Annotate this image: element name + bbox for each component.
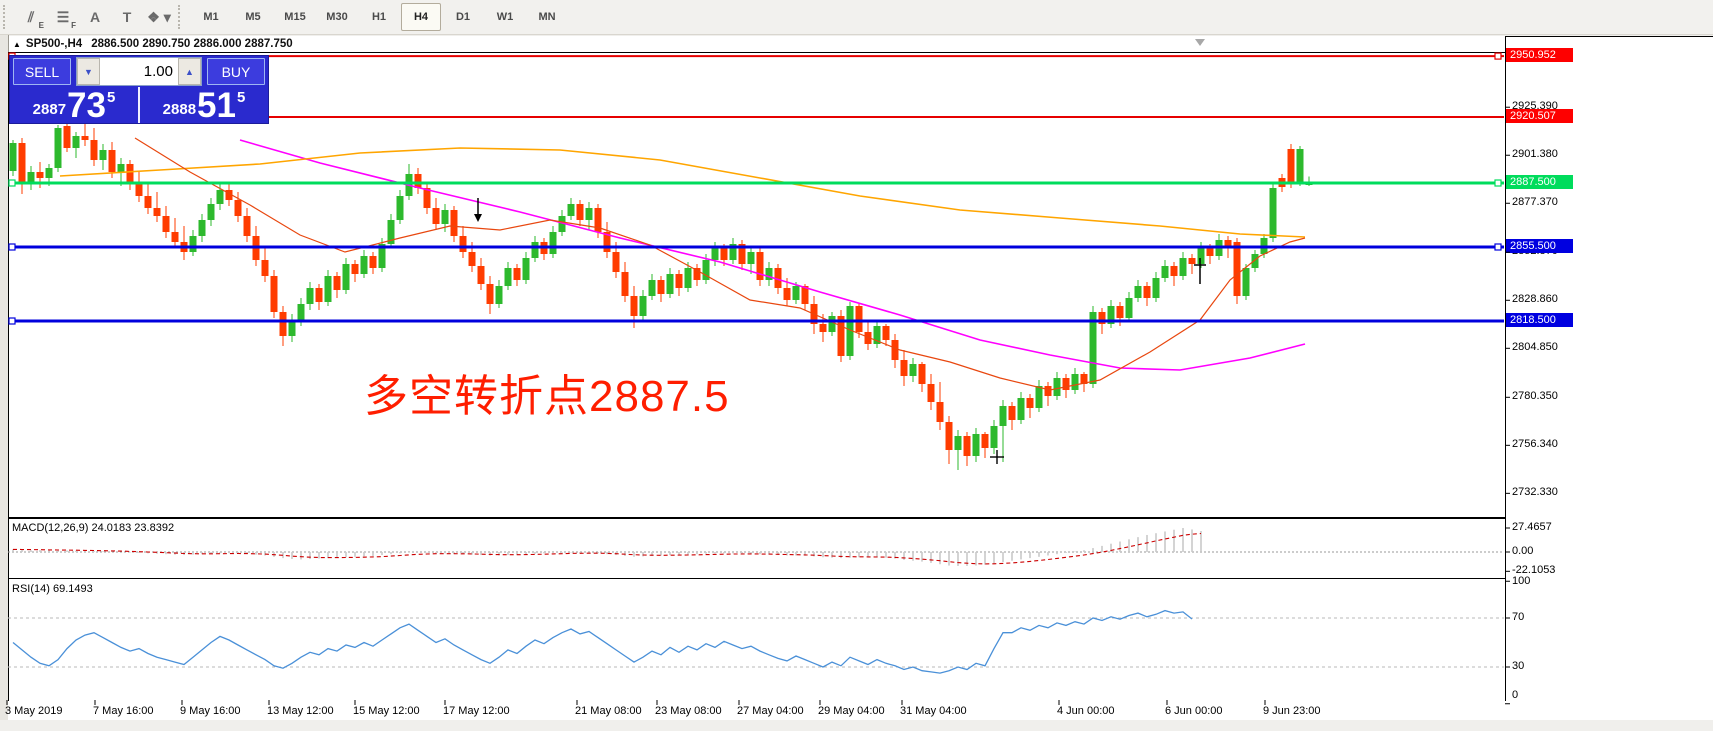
volume-decrease-button[interactable]: ▼ (77, 58, 100, 85)
volume-increase-button[interactable]: ▲ (178, 58, 201, 85)
timeframe-button-M15[interactable]: M15 (284, 11, 306, 23)
rsi-scale-tick: 100 (1512, 575, 1531, 587)
rsi-scale-tick: 70 (1512, 611, 1525, 623)
chart-symbol-title: SP500-,H4 (25, 38, 83, 50)
rsi-pane-label: RSI(14) 69.1493 (12, 583, 93, 595)
price-level-badge: 2855.500 (1506, 239, 1573, 253)
timeframe-button-M1[interactable]: M1 (203, 11, 219, 23)
time-axis-label: 27 May 04:00 (737, 705, 804, 717)
volume-input[interactable] (100, 62, 178, 81)
chart-ohlc-values: 2886.500 2890.750 2886.000 2887.750 (91, 38, 293, 50)
price-level-badge: 2818.500 (1506, 313, 1573, 327)
price-axis-tick: 2877.370 (1512, 196, 1558, 209)
symbol-marker-icon: ▲ (13, 39, 21, 49)
text-box-icon[interactable]: T (122, 9, 132, 25)
price-axis-tick: 2901.380 (1512, 148, 1558, 161)
ask-price-pips: 51 (197, 86, 236, 125)
chart-title-bar: ▲ SP500-,H4 2886.500 2890.750 2886.000 2… (9, 36, 1713, 52)
timeframe-button-M30[interactable]: M30 (326, 11, 348, 23)
price-level-badge: 2920.507 (1506, 108, 1573, 123)
time-axis-label: 13 May 12:00 (267, 705, 334, 717)
price-level-badge: 2950.952 (1506, 48, 1573, 63)
volume-spinner: ▼ ▲ (76, 57, 202, 86)
rsi-scale-tick: 30 (1512, 660, 1525, 672)
ask-price-fraction: 5 (236, 89, 246, 106)
time-axis-label: 7 May 16:00 (93, 705, 154, 717)
time-axis-label: 9 May 16:00 (180, 705, 241, 717)
fibonacci-retracement-icon[interactable]: ☰ F (56, 8, 76, 31)
timeframe-button-MN[interactable]: MN (538, 11, 556, 23)
timeframe-button-H1[interactable]: H1 (371, 11, 387, 23)
one-click-trading-panel: SELL ▼ ▲ BUY 2887 73 5 2888 51 5 (10, 56, 268, 123)
timeframe-toolbar: M1 M5 M15 M30 H1 H4 D1 W1 MN (190, 3, 568, 31)
price-axis-tick: 2828.860 (1512, 293, 1558, 306)
price-level-badge: 2887.500 (1506, 175, 1573, 189)
timeframe-button-D1[interactable]: D1 (455, 11, 471, 23)
timeframe-button-W1[interactable]: W1 (496, 11, 514, 23)
equidistant-channel-icon[interactable]: ⫽ E (27, 8, 44, 31)
toolbar-drag-handle[interactable] (3, 5, 12, 29)
rsi-scale-tick: 0 (1512, 689, 1519, 701)
window-bottom-edge (0, 720, 1713, 731)
ask-price-integer: 2888 (162, 101, 197, 118)
time-axis-label: 15 May 12:00 (353, 705, 420, 717)
bid-price-fraction: 5 (106, 89, 116, 106)
buy-button[interactable]: BUY (207, 58, 265, 85)
macd-scale-tick: 27.4657 (1512, 521, 1552, 533)
price-axis-tick: 2780.350 (1512, 390, 1558, 403)
price-axis[interactable] (1505, 36, 1713, 721)
timeframe-button-H4[interactable]: H4 (401, 3, 441, 31)
timeframe-button-M5[interactable]: M5 (245, 11, 261, 23)
macd-scale-tick: 0.00 (1512, 545, 1534, 557)
time-axis-label: 31 May 04:00 (900, 705, 967, 717)
time-axis-label: 3 May 2019 (5, 705, 63, 717)
ask-price-display[interactable]: 2888 51 5 (140, 87, 268, 123)
price-axis-tick: 2804.850 (1512, 341, 1558, 354)
bid-price-integer: 2887 (32, 101, 67, 118)
time-axis-label: 17 May 12:00 (443, 705, 510, 717)
macd-scale-tick: -22.1053 (1512, 564, 1556, 577)
quote-divider (138, 87, 140, 123)
time-axis[interactable] (8, 701, 1713, 720)
time-axis-label: 6 Jun 00:00 (1165, 705, 1223, 717)
bid-price-pips: 73 (67, 86, 106, 125)
price-axis-tick: 2732.330 (1512, 486, 1558, 499)
macd-pane-label: MACD(12,26,9) 24.0183 23.8392 (12, 522, 175, 534)
time-axis-label: 21 May 08:00 (575, 705, 642, 717)
arrow-tools-icon[interactable]: ❖ ▾ (147, 8, 171, 25)
sell-button[interactable]: SELL (13, 58, 71, 85)
price-axis-tick: 2756.340 (1512, 438, 1558, 451)
time-axis-label: 4 Jun 00:00 (1057, 705, 1115, 717)
time-axis-label: 9 Jun 23:00 (1263, 705, 1321, 717)
chart-text-annotation[interactable]: 多空转折点2887.5 (364, 372, 730, 421)
macd-indicator-pane[interactable] (8, 518, 1506, 579)
toolbar: ⫽ E ☰ F A T ❖ ▾ M1 M5 M15 M30 H1 H4 D1 W1 MN (0, 0, 1713, 35)
timeframe-toolbar-drag-handle[interactable] (178, 5, 187, 29)
time-axis-label: 29 May 04:00 (818, 705, 885, 717)
drawing-toolbar: ⫽ E ☰ F A T ❖ ▾ (15, 3, 175, 31)
text-label-icon[interactable]: A (89, 9, 101, 25)
bid-price-display[interactable]: 2887 73 5 (10, 87, 138, 123)
time-axis-label: 23 May 08:00 (655, 705, 722, 717)
rsi-indicator-pane[interactable] (8, 578, 1506, 702)
